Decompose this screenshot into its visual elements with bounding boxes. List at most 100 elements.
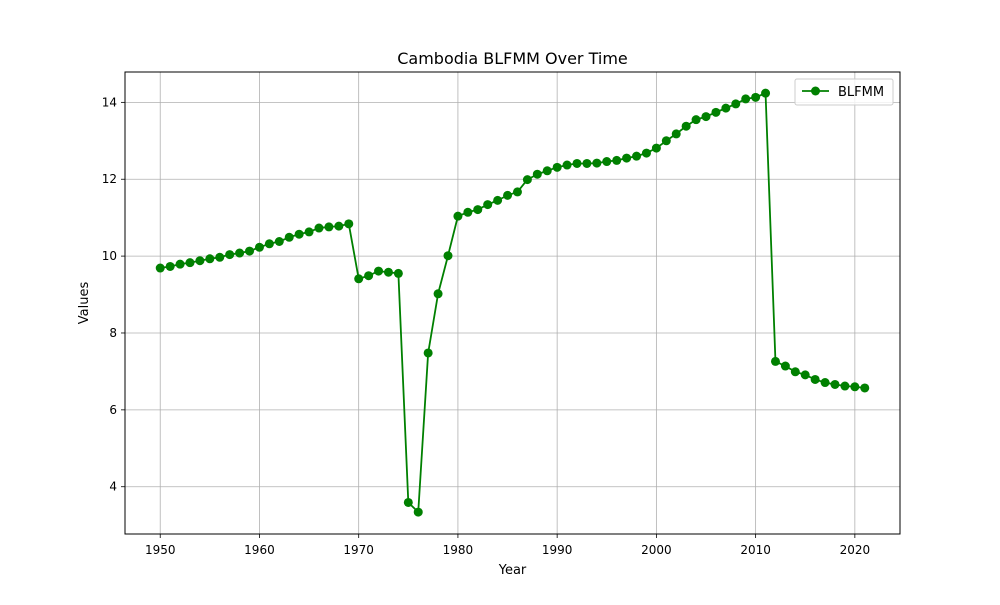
data-point	[334, 221, 344, 231]
data-point	[572, 158, 582, 168]
y-tick-label: 10	[102, 249, 117, 263]
data-point	[473, 205, 483, 215]
data-point	[205, 254, 215, 264]
data-point	[641, 148, 651, 158]
data-point	[761, 88, 771, 98]
data-point	[423, 348, 433, 358]
data-point	[612, 155, 622, 165]
data-point	[314, 223, 324, 233]
data-point	[503, 190, 513, 200]
y-axis-ticks: 4 6 8 10 12 14	[102, 95, 125, 494]
data-point	[860, 383, 870, 393]
data-point	[661, 136, 671, 146]
data-point	[850, 382, 860, 392]
data-point	[602, 157, 612, 167]
data-point	[304, 227, 314, 237]
y-tick-label: 14	[102, 95, 117, 109]
data-point	[691, 115, 701, 125]
data-point	[463, 207, 473, 217]
data-point	[552, 162, 562, 172]
data-point	[155, 263, 165, 273]
data-point	[393, 268, 403, 278]
data-point	[344, 219, 354, 229]
data-point	[582, 158, 592, 168]
data-point	[701, 112, 711, 122]
data-point	[374, 266, 384, 276]
data-point	[225, 250, 235, 260]
data-point	[622, 153, 632, 163]
data-point	[731, 99, 741, 109]
data-point	[354, 274, 364, 284]
data-point	[493, 195, 503, 205]
data-point	[254, 242, 264, 252]
legend-label-blfmm: BLFMM	[838, 85, 884, 100]
data-point	[741, 94, 751, 104]
x-tick-label: 1990	[542, 543, 573, 557]
data-point	[780, 361, 790, 371]
data-point	[681, 121, 691, 131]
data-point	[324, 222, 334, 232]
data-point	[383, 267, 393, 277]
data-point	[532, 169, 542, 179]
series-line-blfmm	[160, 92, 865, 513]
data-point	[165, 261, 175, 271]
data-point	[592, 158, 602, 168]
data-point	[542, 166, 552, 176]
data-point	[751, 92, 761, 102]
data-point	[245, 246, 255, 256]
y-tick-label: 12	[102, 172, 117, 186]
data-point	[294, 229, 304, 239]
x-tick-label: 1970	[343, 543, 374, 557]
data-point	[770, 356, 780, 366]
data-point	[264, 239, 274, 249]
y-tick-label: 8	[109, 326, 117, 340]
data-point	[840, 381, 850, 391]
data-point	[443, 251, 453, 261]
data-point	[721, 103, 731, 113]
x-tick-label: 1960	[244, 543, 275, 557]
data-point	[562, 160, 572, 170]
data-point	[284, 232, 294, 242]
data-point	[790, 367, 800, 377]
data-point	[453, 211, 463, 221]
y-axis-label: Values	[77, 282, 92, 325]
x-tick-label: 2000	[641, 543, 672, 557]
x-tick-label: 2010	[740, 543, 771, 557]
data-point	[830, 379, 840, 389]
data-point	[820, 378, 830, 388]
data-point	[512, 187, 522, 197]
series-layer	[155, 88, 870, 517]
data-point	[195, 256, 205, 266]
data-point	[632, 151, 642, 161]
legend-box	[794, 78, 894, 106]
x-axis-label: Year	[498, 563, 527, 578]
data-point	[185, 258, 195, 268]
data-point	[413, 507, 423, 517]
chart-title: Cambodia BLFMM Over Time	[397, 49, 628, 68]
data-point	[364, 271, 374, 281]
data-point	[522, 175, 532, 185]
y-tick-label: 4	[109, 480, 117, 494]
data-point	[483, 200, 493, 210]
data-point	[274, 237, 284, 247]
grid-lines	[125, 72, 900, 534]
data-point	[800, 370, 810, 380]
x-axis-ticks: 1950 1960 1970 1980 1990 2000 2010 2020	[145, 534, 870, 557]
data-point	[403, 497, 413, 507]
data-point	[810, 374, 820, 384]
x-tick-label: 1980	[443, 543, 474, 557]
y-tick-label: 6	[109, 403, 117, 417]
data-point	[235, 248, 245, 258]
x-tick-label: 1950	[145, 543, 176, 557]
data-point	[651, 143, 661, 153]
legend-marker-swatch	[811, 86, 820, 96]
data-point	[433, 289, 443, 299]
plot-frame	[124, 71, 901, 535]
data-point	[711, 107, 721, 117]
legend: BLFMM	[794, 78, 894, 106]
x-tick-label: 2020	[840, 543, 871, 557]
data-point	[671, 129, 681, 139]
data-point	[175, 259, 185, 269]
